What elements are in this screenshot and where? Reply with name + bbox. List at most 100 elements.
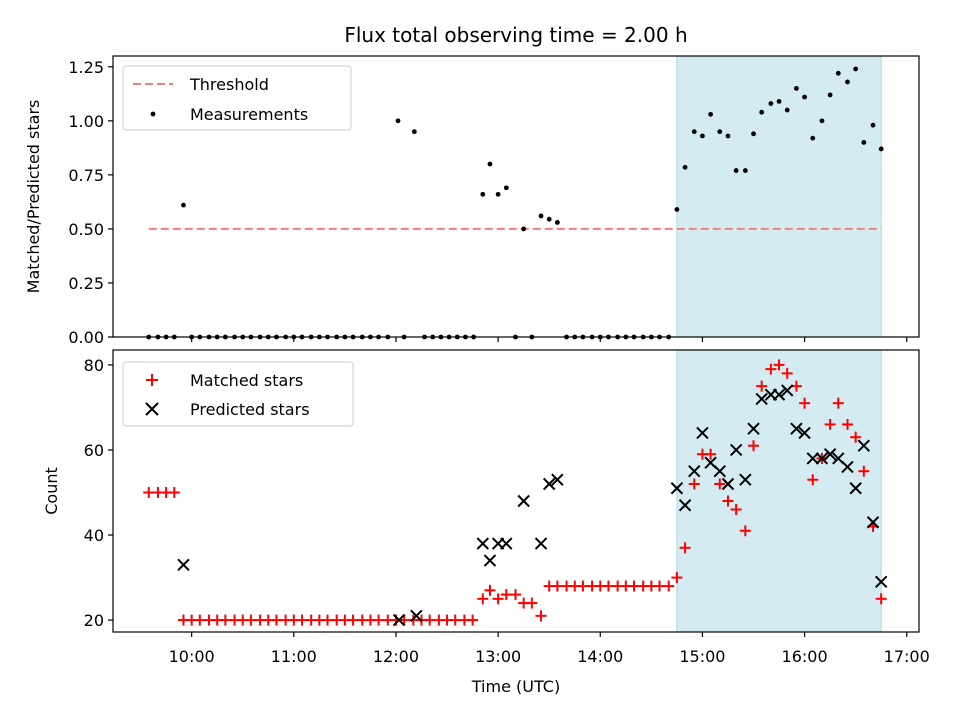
matched-star-point [492,593,504,605]
measurement-point [546,216,552,222]
measurement-point [700,133,705,139]
predicted-star-point [410,609,423,623]
x-tick-label: 15:00 [679,647,725,666]
top-highlight-span [676,55,882,338]
matched-star-point [688,478,700,490]
matched-star-point [781,367,793,379]
highlight-span-rect [676,349,882,633]
matched-star-point [841,418,853,430]
matched-star-point [398,614,410,626]
x-tick-label: 11:00 [271,647,317,666]
measurement-point [853,66,859,72]
measurement-point [870,122,876,128]
top-y-ticks: 0.00 0.25 0.50 0.75 1.00 1.25 [68,58,113,347]
measurement-point [810,135,816,141]
y-tick-label: 0.75 [68,166,104,185]
y-tick-label: 1.25 [68,58,104,77]
matched-star-point [424,614,436,626]
matched-legend-label: Matched stars [190,371,303,390]
matched-star-point [245,614,257,626]
predicted-star-point [739,473,752,486]
measurement-point [878,146,884,152]
predicted-star-point [729,443,743,457]
matched-star-point [714,478,726,490]
predicted-star-point [688,465,701,478]
matched-star-point [748,440,760,452]
bottom-y-axis-label: Count [42,467,61,515]
measurement-point [487,161,493,167]
matched-star-point [484,584,496,596]
predicted-star-point [713,465,727,478]
y-tick-label: 60 [84,441,104,460]
predicted-star-point [849,482,862,495]
measurement-point [181,202,186,208]
measurement-point [802,94,807,100]
predicted-star-point [721,477,735,491]
predicted-star-point [392,613,406,627]
matched-star-point [654,580,666,592]
predicted-star-point [551,473,564,486]
measurement-point [784,107,790,113]
predicted-star-point [542,477,556,491]
predicted-star-point [755,392,768,406]
x-tick-label: 10:00 [169,647,215,666]
bottom-plot-frame [112,349,920,633]
top-y-axis-label: Matched/Predicted stars [24,100,43,294]
matched-star-point [551,580,563,592]
predicted-star-point [500,537,513,550]
measurement-point [691,129,697,135]
y-tick-label: 80 [84,356,104,375]
matched-star-point [722,495,734,507]
matched-legend-swatch [146,374,158,386]
measurement-point [768,101,774,106]
matched-star-point [705,448,717,460]
measurement-point [759,109,765,115]
predicted-star-point [670,482,684,495]
measurement-point [495,191,501,197]
matched-star-point [270,614,282,626]
matched-star-point [535,610,547,622]
predicted-star-point [798,426,811,440]
predicted-star-point [476,537,490,550]
matched-star-point [168,486,180,498]
matched-star-point [219,614,231,626]
bottom-y-ticks: 20 40 60 80 [84,356,113,630]
matched-star-point [526,597,538,609]
measurement-point [395,118,401,124]
x-axis-label: Time (UTC) [471,677,560,696]
y-tick-label: 1.00 [68,112,104,131]
matched-star-point [296,614,308,626]
measurement-point [835,70,841,76]
matched-star-point [143,486,155,498]
highlight-span-rect [676,55,882,338]
measurement-point [861,140,867,145]
bottom-legend: Matched stars Predicted stars [122,361,354,427]
y-tick-label: 0.00 [68,328,104,347]
y-tick-label: 0.50 [68,220,104,239]
matched-star-point [799,397,811,409]
predicted-star-point [790,422,803,435]
threshold-legend-label: Threshold [189,75,269,94]
measurements-legend-swatch [150,111,156,117]
matched-star-point [467,614,479,626]
predicted-star-point [483,554,497,567]
matched-star-point [602,580,614,592]
predicted-star-point [517,494,530,508]
bottom-highlight-span [676,349,882,633]
predicted-star-point [747,422,760,435]
matched-star-point [500,589,512,601]
matched-star-point [850,431,862,443]
predicted-star-point [534,537,548,550]
predicted-legend-label: Predicted stars [190,400,310,419]
measurement-point [717,129,723,135]
measurement-point [503,185,509,191]
matched-star-point [807,474,819,486]
matched-star-point [671,572,683,584]
matched-star-point [194,614,206,626]
x-tick-label: 16:00 [782,647,828,666]
measurement-point [751,131,756,137]
measurement-point [742,168,748,173]
measurement-point [480,191,486,197]
measurement-point [733,168,739,173]
